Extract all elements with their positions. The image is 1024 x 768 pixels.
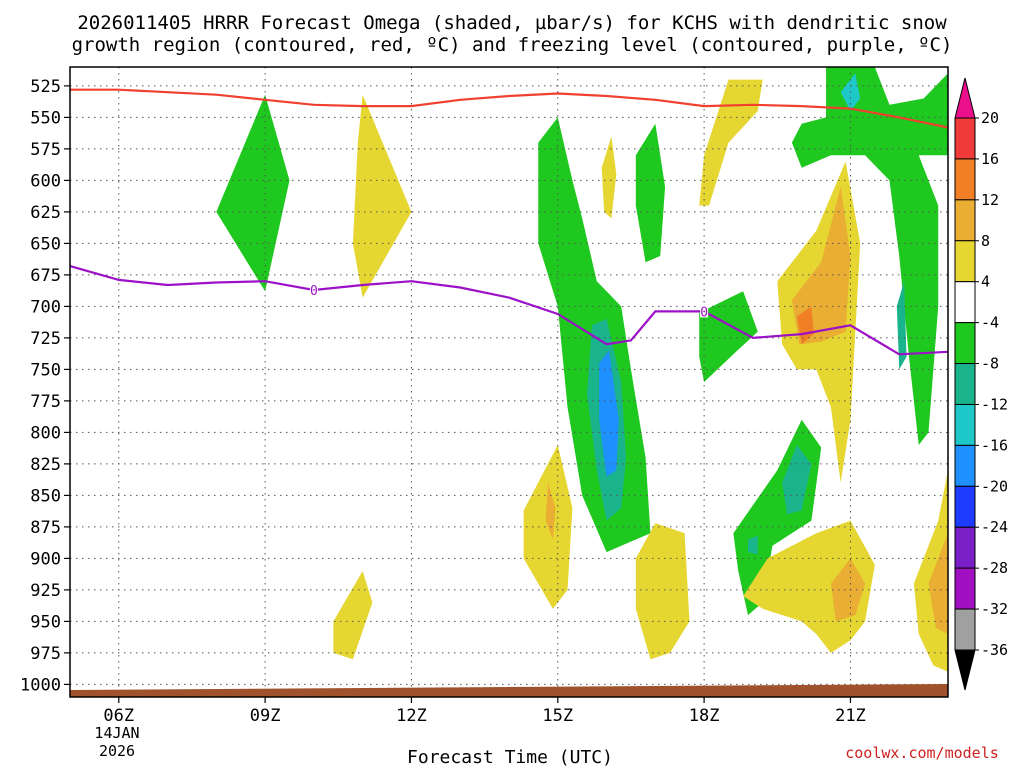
omega-region-teal-22z [896, 281, 907, 370]
y-tick-label-825: 825 [30, 455, 61, 475]
colorbar-label-2: 12 [981, 191, 999, 209]
omega-region-green-09z [216, 94, 290, 292]
colorbar-label-6: -8 [981, 355, 999, 373]
omega-region-orange-21z [830, 558, 866, 622]
omega-shaded-regions [216, 67, 948, 672]
omega-region-yellow-16z-top [601, 136, 617, 219]
colorbar-segment-2 [954, 158, 976, 201]
date-label-year: 2026 [99, 742, 135, 760]
y-tick-label-800: 800 [30, 423, 61, 443]
colorbar-segment-11 [954, 526, 976, 569]
omega-region-orange-20z [791, 186, 851, 345]
colorbar-label-0: 20 [981, 109, 999, 127]
x-tick-label-09Z: 09Z [250, 706, 281, 726]
omega-region-yellow-11z-low [333, 571, 373, 660]
colorbar: 20 16 12 8 4 -4 -8 -12 -16 -20 -24 -28 -32 -36 [954, 77, 1008, 691]
y-tick-label-575: 575 [30, 140, 61, 160]
y-tick-label-600: 600 [30, 171, 61, 191]
colorbar-label-12: -32 [981, 600, 1008, 618]
credit-text[interactable]: coolwx.com/models [845, 744, 999, 762]
y-tick-label-850: 850 [30, 486, 61, 506]
colorbar-segment-12 [954, 567, 976, 610]
plot-area: 00 [69, 66, 949, 698]
colorbar-segment-8 [954, 403, 976, 446]
omega-region-green-20z-top [791, 67, 948, 445]
y-tick-label-725: 725 [30, 329, 61, 349]
omega-region-yellow-17z-low [635, 523, 690, 660]
colorbar-label-3: 8 [981, 232, 990, 250]
omega-region-yellow-18z-top [699, 79, 763, 206]
colorbar-segment-10 [954, 485, 976, 528]
plot-frame [69, 66, 949, 698]
colorbar-label-10: -24 [981, 518, 1008, 536]
y-tick-label-975: 975 [30, 644, 61, 664]
x-axis: 06Z 09Z 12Z 15Z 18Z 21Z [103, 697, 866, 726]
y-tick-label-625: 625 [30, 203, 61, 223]
x-tick-label-21Z: 21Z [835, 706, 866, 726]
colorbar-label-9: -20 [981, 477, 1008, 495]
y-tick-label-525: 525 [30, 77, 61, 97]
omega-region-teal-19z-low [748, 535, 758, 555]
terrain-band [70, 684, 948, 697]
x-tick-label-18Z: 18Z [689, 706, 720, 726]
freezing-level-line [69, 265, 949, 356]
freezing-label-0: 0 [310, 284, 318, 299]
y-tick-label-900: 900 [30, 549, 61, 569]
y-tick-label-675: 675 [30, 266, 61, 286]
omega-region-green-18z [699, 291, 758, 382]
omega-region-orange-23z [928, 533, 948, 634]
y-tick-label-550: 550 [30, 108, 61, 128]
colorbar-segment-9 [954, 444, 976, 487]
omega-region-yellow-21z-low [743, 520, 875, 653]
freezing-label-1: 0 [700, 305, 708, 320]
colorbar-label-13: -36 [981, 641, 1008, 659]
colorbar-bottom-arrow [954, 649, 976, 691]
chart-title-line2: growth region (contoured, red, ºC) and f… [72, 34, 953, 56]
colorbar-segment-13 [954, 608, 976, 651]
date-label-day: 14JAN [94, 724, 139, 742]
y-tick-label-1000: 1000 [20, 675, 61, 695]
colorbar-label-11: -28 [981, 559, 1008, 577]
omega-region-yellow-15z-low [523, 445, 573, 609]
colorbar-segment-5 [954, 281, 976, 324]
colorbar-top-arrow [954, 77, 976, 119]
freezing-label-bg-1 [700, 305, 709, 318]
x-tick-label-15Z: 15Z [542, 706, 573, 726]
freezing-label-bg-0 [309, 284, 318, 297]
colorbar-label-1: 16 [981, 150, 999, 168]
colorbar-segment-1 [954, 117, 976, 160]
y-tick-label-650: 650 [30, 234, 61, 254]
y-tick-label-750: 750 [30, 360, 61, 380]
colorbar-segment-6 [954, 322, 976, 365]
colorbar-segment-4 [954, 240, 976, 283]
contour-lines: 00 [69, 88, 949, 356]
colorbar-label-4: 4 [981, 273, 990, 291]
y-tick-label-700: 700 [30, 297, 61, 317]
omega-region-green-17z [635, 123, 666, 263]
y-tick-label-775: 775 [30, 392, 61, 412]
omega-region-orange-15z [545, 482, 556, 540]
colorbar-segment-3 [954, 199, 976, 242]
y-tick-label-875: 875 [30, 518, 61, 538]
y-axis: 525 550 575 600 625 650 675 700 725 750 775 800 825 8… [20, 77, 70, 695]
omega-region-teal-20z-low [782, 445, 812, 515]
y-tick-label-925: 925 [30, 581, 61, 601]
x-tick-label-06Z: 06Z [103, 706, 134, 726]
colorbar-label-7: -12 [981, 395, 1008, 413]
omega-region-yellow-11z [352, 94, 412, 298]
dgz-contour-line [70, 88, 949, 129]
chart-title-line1: 2026011405 HRRR Forecast Omega (shaded, … [77, 12, 947, 34]
omega-region-blue-16z [599, 350, 619, 477]
colorbar-label-8: -16 [981, 436, 1008, 454]
colorbar-segment-7 [954, 363, 976, 405]
terrain-fill [70, 684, 948, 697]
x-axis-title: Forecast Time (UTC) [407, 747, 613, 768]
grid-lines [70, 67, 948, 697]
y-tick-label-950: 950 [30, 612, 61, 632]
colorbar-label-5: -4 [981, 314, 999, 332]
x-tick-label-12Z: 12Z [396, 706, 427, 726]
